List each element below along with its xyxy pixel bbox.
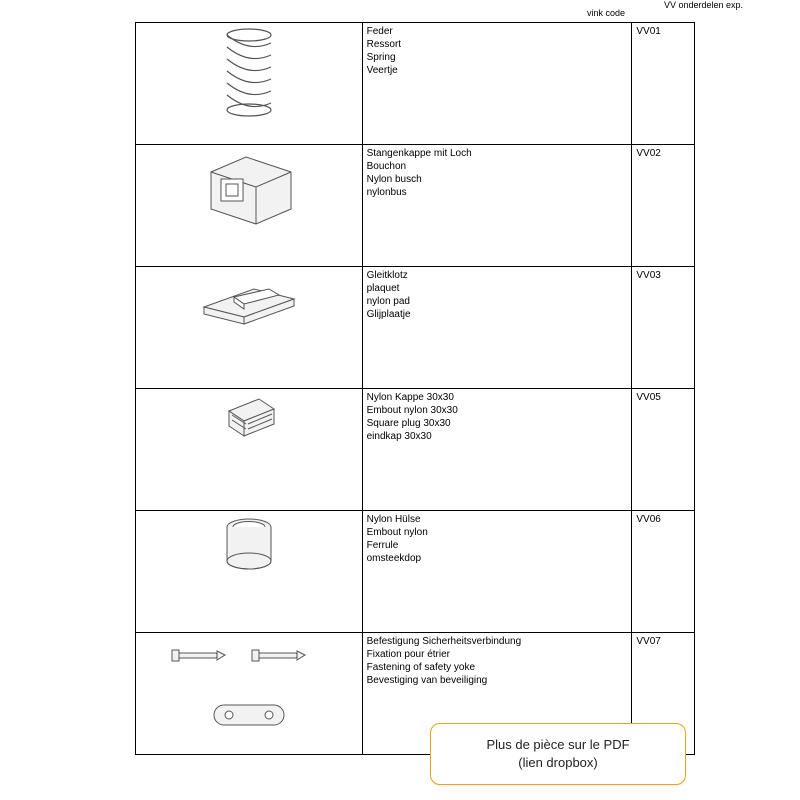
bushing-icon: [191, 147, 306, 227]
part-image-cell: [136, 145, 363, 267]
part-image-cell: [136, 633, 363, 755]
description-line: Square plug 30x30: [367, 417, 628, 430]
parts-page: VV onderdelen exp. vink code FederRessor…: [135, 0, 695, 755]
description-line: Nylon busch: [367, 173, 628, 186]
square-plug-icon: [214, 391, 284, 446]
part-code-cell: VV05: [632, 389, 695, 511]
part-description-cell: FederRessortSpringVeertje: [362, 23, 632, 145]
part-image-cell: [136, 267, 363, 389]
description-line: Veertje: [367, 64, 628, 77]
description-line: Nylon Kappe 30x30: [367, 391, 628, 404]
table-row: FederRessortSpringVeertjeVV01: [136, 23, 695, 145]
description-line: omsteekdop: [367, 552, 628, 565]
description-line: Fastening of safety yoke: [367, 661, 628, 674]
description-line: Spring: [367, 51, 628, 64]
part-image-cell: [136, 511, 363, 633]
table-row: Gleitklotzplaquetnylon padGlijplaatjeVV0…: [136, 267, 695, 389]
description-line: Fixation pour étrier: [367, 648, 628, 661]
description-line: Ferrule: [367, 539, 628, 552]
spring-icon: [214, 25, 284, 120]
description-line: Bevestiging van beveiliging: [367, 674, 628, 687]
part-description-cell: Gleitklotzplaquetnylon padGlijplaatje: [362, 267, 632, 389]
table-row: Stangenkappe mit LochBouchonNylon buschn…: [136, 145, 695, 267]
header-title: VV onderdelen exp.: [664, 0, 743, 10]
ferrule-icon: [214, 513, 284, 578]
part-description-cell: Nylon HülseEmbout nylonFerruleomsteekdop: [362, 511, 632, 633]
description-line: Feder: [367, 25, 628, 38]
table-row: Nylon Kappe 30x30Embout nylon 30x30Squar…: [136, 389, 695, 511]
pdf-callout[interactable]: Plus de pièce sur le PDF (lien dropbox): [430, 723, 686, 785]
part-code-cell: VV01: [632, 23, 695, 145]
description-line: Glijplaatje: [367, 308, 628, 321]
callout-line1: Plus de pièce sur le PDF: [441, 736, 675, 754]
part-image-cell: [136, 23, 363, 145]
pad-icon: [189, 269, 309, 329]
header-code-label: vink code: [587, 8, 625, 18]
part-image-cell: [136, 389, 363, 511]
description-line: Embout nylon: [367, 526, 628, 539]
description-line: Befestigung Sicherheitsverbindung: [367, 635, 628, 648]
part-code-cell: VV02: [632, 145, 695, 267]
parts-table: FederRessortSpringVeertjeVV01 Stangenkap…: [135, 22, 695, 755]
description-line: nylon pad: [367, 295, 628, 308]
description-line: Nylon Hülse: [367, 513, 628, 526]
part-code-cell: VV06: [632, 511, 695, 633]
description-line: Gleitklotz: [367, 269, 628, 282]
description-line: Stangenkappe mit Loch: [367, 147, 628, 160]
description-line: nylonbus: [367, 186, 628, 199]
table-row: Nylon HülseEmbout nylonFerruleomsteekdop…: [136, 511, 695, 633]
part-code-cell: VV03: [632, 267, 695, 389]
description-line: Embout nylon 30x30: [367, 404, 628, 417]
description-line: plaquet: [367, 282, 628, 295]
description-line: Ressort: [367, 38, 628, 51]
table-header: VV onderdelen exp. vink code: [135, 0, 695, 22]
description-line: eindkap 30x30: [367, 430, 628, 443]
description-line: Bouchon: [367, 160, 628, 173]
part-description-cell: Nylon Kappe 30x30Embout nylon 30x30Squar…: [362, 389, 632, 511]
callout-line2: (lien dropbox): [441, 754, 675, 772]
fastening-icon: [159, 635, 339, 735]
part-description-cell: Stangenkappe mit LochBouchonNylon buschn…: [362, 145, 632, 267]
